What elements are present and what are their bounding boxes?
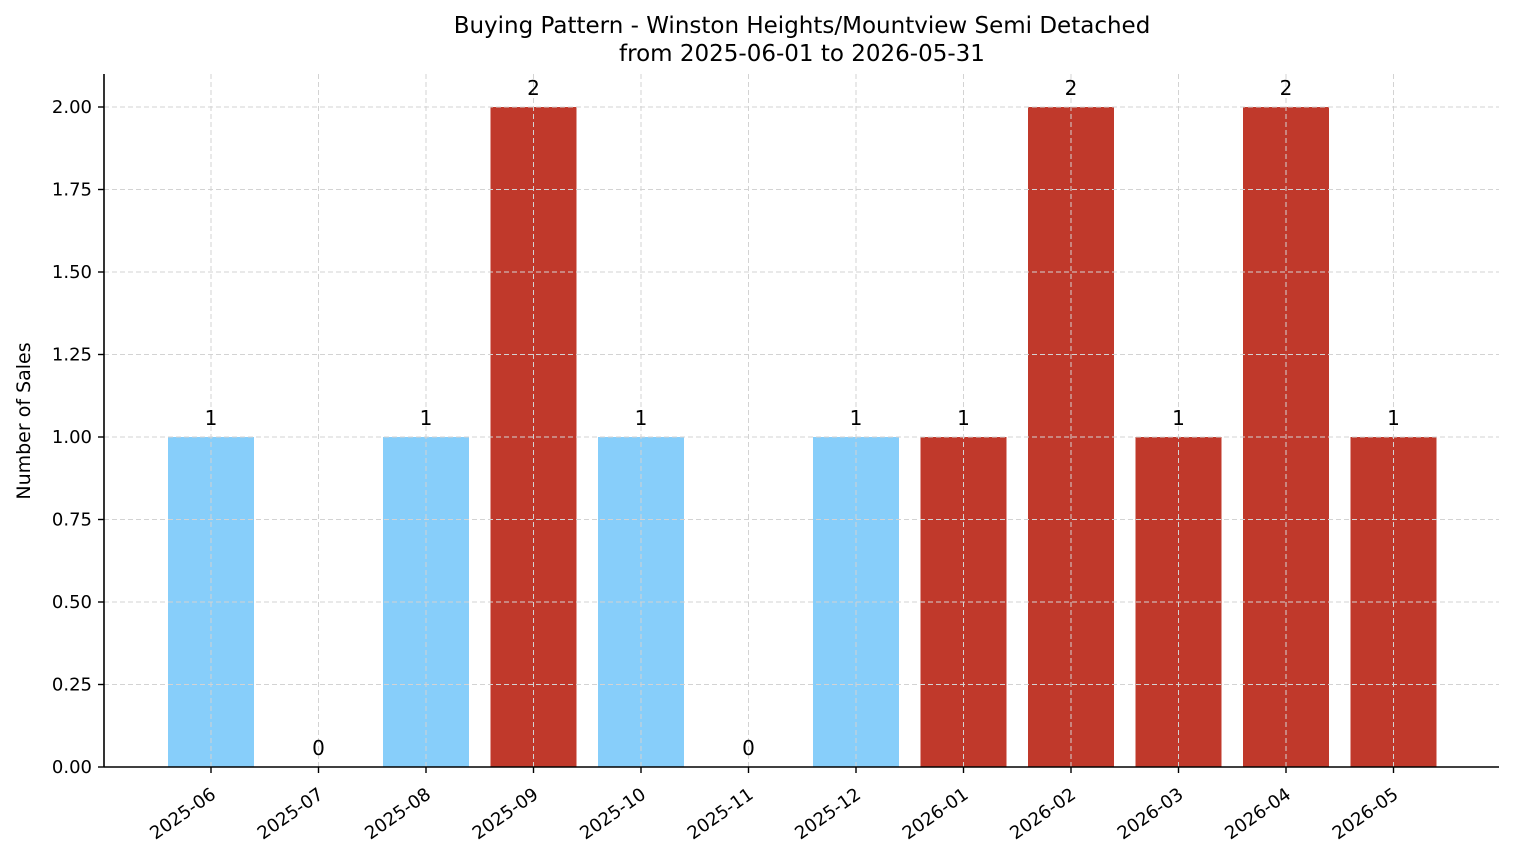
y-tick-label: 0.25	[52, 675, 92, 696]
y-tick-label: 1.25	[52, 345, 92, 366]
x-tick-label: 2025-12	[791, 784, 865, 844]
bar-value-label: 2	[527, 76, 540, 100]
bar-value-label: 1	[205, 406, 218, 430]
y-tick-label: 0.50	[52, 592, 92, 613]
bar-value-label: 1	[1172, 406, 1185, 430]
x-tick-label: 2025-08	[361, 784, 435, 844]
bar-value-label: 2	[1280, 76, 1293, 100]
x-tick-label: 2025-09	[469, 784, 543, 844]
chart-title: Buying Pattern - Winston Heights/Mountvi…	[454, 13, 1151, 39]
y-tick-label: 0.00	[52, 757, 92, 778]
y-tick-label: 1.50	[52, 262, 92, 283]
x-tick-label: 2025-11	[684, 784, 758, 844]
bar-value-label: 0	[312, 736, 325, 760]
bar-value-label: 1	[1387, 406, 1400, 430]
y-tick-label: 0.75	[52, 510, 92, 531]
data-labels-layer: 1 0 1 2 1 0 1 1 2 1 2 1	[205, 76, 1400, 760]
chart-subtitle: from 2025-06-01 to 2026-05-31	[619, 41, 985, 67]
x-tick-label: 2026-02	[1006, 784, 1080, 844]
y-axis-label: Number of Sales	[13, 342, 35, 499]
bar-value-label: 1	[850, 406, 863, 430]
x-tick-label: 2026-03	[1114, 784, 1188, 844]
y-tick-label: 1.00	[52, 427, 92, 448]
bar-value-label: 1	[420, 406, 433, 430]
y-tick-label: 2.00	[52, 97, 92, 118]
bar-value-label: 1	[635, 406, 648, 430]
x-tick-label: 2026-04	[1221, 784, 1295, 844]
x-tick-label: 2026-05	[1329, 784, 1403, 844]
bar-value-label: 2	[1065, 76, 1078, 100]
bar-value-label: 0	[742, 736, 755, 760]
x-tick-label: 2025-07	[254, 784, 328, 844]
x-tick-label: 2026-01	[899, 784, 973, 844]
bar-value-label: 1	[957, 406, 970, 430]
x-tick-label: 2025-06	[146, 784, 220, 844]
y-tick-label: 1.75	[52, 180, 92, 201]
x-tick-label: 2025-10	[576, 784, 650, 844]
